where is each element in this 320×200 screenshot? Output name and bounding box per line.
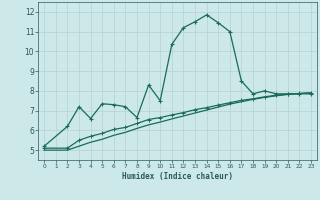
X-axis label: Humidex (Indice chaleur): Humidex (Indice chaleur)	[122, 172, 233, 181]
